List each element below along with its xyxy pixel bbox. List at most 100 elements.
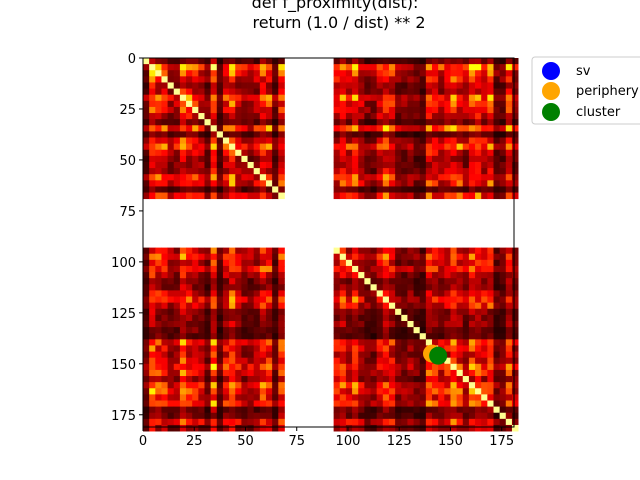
heatmap-cell — [419, 106, 427, 114]
heatmap-cell — [493, 382, 501, 389]
heatmap-cell — [173, 259, 181, 267]
heatmap-cell — [419, 369, 427, 377]
heatmap-cell — [395, 168, 402, 175]
heatmap-cell — [229, 161, 236, 169]
heatmap-cell — [499, 113, 507, 120]
heatmap-cell — [241, 100, 248, 108]
heatmap-cell — [278, 58, 285, 65]
heatmap-cell — [352, 113, 359, 120]
heatmap-cell — [352, 174, 359, 181]
heatmap-cell — [278, 186, 285, 193]
heatmap-cell — [192, 376, 199, 383]
heatmap-cell — [468, 113, 476, 120]
heatmap-cell — [241, 394, 248, 401]
heatmap-cell — [167, 186, 175, 193]
heatmap-cell — [204, 345, 212, 352]
heatmap-cell — [222, 296, 230, 304]
heatmap-cell — [456, 406, 464, 414]
heatmap-cell — [493, 272, 501, 279]
heatmap-cell — [475, 302, 482, 310]
heatmap-cell — [272, 418, 279, 426]
heatmap-cell — [475, 94, 482, 102]
heatmap-cell — [456, 180, 464, 187]
heatmap-cell — [511, 180, 519, 187]
heatmap-cell — [265, 406, 273, 414]
heatmap-cell — [376, 106, 384, 114]
heatmap-cell — [241, 180, 248, 187]
heatmap-cell — [481, 363, 488, 371]
heatmap-cell — [241, 382, 248, 389]
heatmap-cell — [358, 400, 365, 408]
heatmap-cell — [259, 247, 267, 255]
heatmap-cell — [247, 388, 255, 395]
heatmap-cell — [352, 363, 359, 371]
heatmap-cell — [352, 161, 359, 169]
heatmap-cell — [358, 168, 365, 175]
heatmap-cell — [511, 149, 519, 157]
heatmap-cell — [401, 400, 408, 408]
heatmap-cell — [167, 376, 175, 383]
heatmap-cell — [468, 394, 476, 401]
heatmap-cell — [241, 259, 248, 267]
heatmap-cell — [198, 113, 205, 120]
heatmap-cell — [345, 125, 353, 132]
heatmap-cell — [173, 82, 181, 89]
heatmap-cell — [425, 327, 433, 334]
heatmap-cell — [499, 82, 507, 89]
heatmap-cell — [376, 382, 384, 389]
heatmap-cell — [259, 174, 267, 181]
heatmap-cell — [186, 376, 193, 383]
heatmap-cell — [222, 100, 230, 108]
heatmap-cell — [419, 253, 427, 261]
heatmap-cell — [198, 382, 205, 389]
heatmap-cell — [388, 382, 396, 389]
heatmap-cell — [511, 272, 519, 279]
heatmap-cell — [192, 58, 199, 65]
heatmap-cell — [413, 333, 421, 340]
heatmap-cell — [401, 94, 408, 102]
heatmap-cell — [413, 290, 421, 297]
heatmap-cell — [179, 106, 187, 114]
heatmap-cell — [475, 406, 482, 414]
heatmap-cell — [444, 143, 451, 151]
heatmap-cell — [395, 125, 402, 132]
heatmap-cell — [395, 131, 402, 138]
heatmap-cell — [505, 58, 513, 65]
heatmap-cell — [278, 76, 285, 83]
heatmap-cell — [462, 345, 470, 352]
heatmap-cell — [358, 143, 365, 151]
heatmap-cell — [462, 320, 470, 328]
heatmap-cell — [450, 70, 458, 77]
heatmap-cell — [179, 174, 187, 181]
heatmap-cell — [511, 88, 519, 96]
heatmap-cell — [229, 412, 236, 420]
heatmap-cell — [352, 376, 359, 383]
heatmap-cell — [352, 278, 359, 285]
heatmap-cell — [247, 88, 255, 96]
heatmap-cell — [210, 424, 218, 432]
heatmap-cell — [376, 137, 384, 145]
heatmap-cell — [432, 278, 439, 285]
heatmap-cell — [358, 131, 365, 138]
heatmap-cell — [352, 406, 359, 414]
heatmap-cell — [247, 327, 255, 334]
heatmap-cell — [229, 400, 236, 408]
heatmap-cell — [149, 64, 156, 71]
heatmap-cell — [456, 327, 464, 334]
heatmap-cell — [198, 314, 205, 322]
heatmap-cell — [241, 357, 248, 365]
heatmap-cell — [265, 192, 273, 200]
heatmap-cell — [241, 308, 248, 316]
heatmap-cell — [229, 418, 236, 426]
heatmap-cell — [462, 180, 470, 187]
heatmap-cell — [161, 327, 168, 334]
heatmap-cell — [192, 247, 199, 255]
heatmap-cell — [149, 400, 156, 408]
heatmap-cell — [462, 308, 470, 316]
heatmap-cell — [358, 186, 365, 193]
heatmap-cell — [192, 88, 199, 96]
heatmap-cell — [487, 192, 494, 200]
heatmap-cell — [222, 168, 230, 175]
heatmap-cell — [229, 58, 236, 65]
heatmap-cell — [278, 149, 285, 157]
